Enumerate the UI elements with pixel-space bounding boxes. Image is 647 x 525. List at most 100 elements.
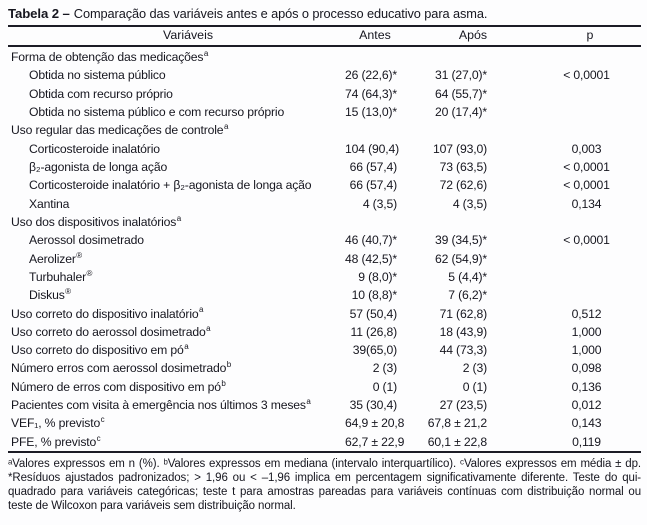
apos-value: 27 (23,5) xyxy=(439,398,488,413)
header-p: p xyxy=(586,28,594,42)
footnote-marker: a xyxy=(184,342,189,352)
apos-value: 60,1 ± 22,8 xyxy=(427,434,487,449)
p-value: 0,012 xyxy=(571,398,602,413)
table-caption-text: Comparação das variáveis antes e após o … xyxy=(73,6,488,21)
row-label: Obtida com recurso próprio xyxy=(29,86,173,101)
apos-value: 7 (6,2)* xyxy=(448,288,487,303)
antes-value: 104 (90,4) xyxy=(345,141,400,156)
antes-value: 64,9 ± 20,8 xyxy=(345,416,405,431)
header-divider xyxy=(8,45,641,47)
row-label: Obtida no sistema público e com recurso … xyxy=(29,105,285,120)
antes-value: 57 (50,4) xyxy=(349,306,398,321)
antes-value: 35 (30,4) xyxy=(349,398,398,413)
antes-value: 0 (1) xyxy=(372,379,397,394)
antes-value: 66 (57,4) xyxy=(349,178,398,193)
footnote-marker: ® xyxy=(76,250,82,260)
p-value: < 0,0001 xyxy=(563,160,610,175)
apos-value: 0 (1) xyxy=(462,379,487,394)
apos-value: 18 (43,9) xyxy=(439,324,488,339)
header-apos: Após xyxy=(458,28,488,42)
p-value: 1,000 xyxy=(571,324,602,339)
row-label: Aerossol dosimetrado xyxy=(29,233,144,248)
antes-value: 62,7 ± 22,9 xyxy=(345,434,405,449)
table-row: Turbuhaler® 9 (8,0)* 5 (4,4)* xyxy=(8,268,641,286)
apos-value: 107 (93,0) xyxy=(432,141,487,156)
row-label: Turbuhaler® xyxy=(29,268,93,284)
apos-value: 31 (27,0)* xyxy=(434,68,487,83)
footnote-marker: ® xyxy=(86,268,93,278)
p-value: 0,143 xyxy=(571,416,602,431)
table-row: β₂-agonista de longa ação 66 (57,4) 73 (… xyxy=(8,158,641,176)
row-label: Uso correto do aerossol dosimetradoa xyxy=(11,323,211,339)
antes-value: 46 (40,7)* xyxy=(345,233,398,248)
header-variaveis: Variáveis xyxy=(162,28,214,42)
table-row: Corticosteroide inalatório 104 (90,4) 10… xyxy=(8,140,641,158)
row-label: PFE, % previstoc xyxy=(11,433,101,449)
table-number: Tabela 2 – xyxy=(8,6,70,21)
table-header-row: Variáveis Antes Após p xyxy=(8,27,641,45)
table-row: Xantina 4 (3,5) 4 (3,5) 0,134 xyxy=(8,195,641,213)
table-row: Pacientes com visita à emergência nos úl… xyxy=(8,396,641,414)
table-row: Aerolizer® 48 (42,5)* 62 (54,9)* xyxy=(8,249,641,267)
p-value: < 0,0001 xyxy=(563,178,610,193)
footnote-marker: c xyxy=(100,415,105,425)
p-value: < 0,0001 xyxy=(563,68,610,83)
antes-value: 15 (13,0)* xyxy=(345,105,398,120)
bottom-divider xyxy=(8,451,641,453)
apos-value: 4 (3,5) xyxy=(452,196,487,211)
table-row: Uso correto do dispositivo inalatórioa 5… xyxy=(8,304,641,322)
table-row: Uso regular das medicações de controlea xyxy=(8,121,641,139)
footnote-marker: b xyxy=(221,378,226,388)
apos-value: 39 (34,5)* xyxy=(434,233,487,248)
table-body: Forma de obtenção das medicaçõesa Obtida… xyxy=(8,48,641,451)
row-label: Diskus® xyxy=(29,287,71,303)
antes-value: 4 (3,5) xyxy=(362,196,397,211)
table-row: Uso dos dispositivos inalatóriosa xyxy=(8,213,641,231)
antes-value: 9 (8,0)* xyxy=(358,269,397,284)
table-row: Número erros com aerossol dosimetradob 2… xyxy=(8,359,641,377)
table-footnote: ᵃValores expressos em n (%). ᵇValores ex… xyxy=(8,458,641,512)
row-label: Forma de obtenção das medicaçõesa xyxy=(11,49,209,65)
antes-value: 74 (64,3)* xyxy=(345,86,398,101)
table-row: Uso correto do dispositivo em póa 39(65,… xyxy=(8,341,641,359)
antes-value: 11 (26,8) xyxy=(350,324,397,339)
table-row: Diskus® 10 (8,8)* 7 (6,2)* xyxy=(8,286,641,304)
p-value: 0,098 xyxy=(571,361,602,376)
footnote-marker: a xyxy=(206,323,211,333)
apos-value: 67,8 ± 21,2 xyxy=(427,416,487,431)
table-row: Forma de obtenção das medicaçõesa xyxy=(8,48,641,66)
table-row: Obtida com recurso próprio 74 (64,3)* 64… xyxy=(8,85,641,103)
table-row: PFE, % previstoc 62,7 ± 22,9 60,1 ± 22,8… xyxy=(8,433,641,451)
table-row: Corticosteroide inalatório + β₂-agonista… xyxy=(8,176,641,194)
antes-value: 2 (3) xyxy=(372,361,397,376)
table-row: Obtida no sistema público 26 (22,6)* 31 … xyxy=(8,66,641,84)
top-divider xyxy=(8,25,641,27)
row-label: Xantina xyxy=(29,196,70,211)
apos-value: 64 (55,7)* xyxy=(434,86,487,101)
apos-value: 44 (73,3) xyxy=(439,343,488,358)
footnote-marker: c xyxy=(96,433,101,443)
table-caption: Tabela 2 – Comparação das variáveis antes… xyxy=(8,6,487,21)
row-label: β₂-agonista de longa ação xyxy=(29,160,168,175)
antes-value: 10 (8,8)* xyxy=(351,288,398,303)
row-label: Uso correto do dispositivo inalatórioa xyxy=(11,305,204,321)
row-label: Número de erros com dispositivo em pób xyxy=(11,378,226,394)
apos-value: 20 (17,4)* xyxy=(434,105,487,120)
apos-value: 62 (54,9)* xyxy=(434,251,487,266)
antes-value: 39(65,0) xyxy=(352,343,397,358)
table-row: Uso correto do aerossol dosimetradoa 11 … xyxy=(8,323,641,341)
table-row: Aerossol dosimetrado 46 (40,7)* 39 (34,5… xyxy=(8,231,641,249)
row-label: Número erros com aerossol dosimetradob xyxy=(11,360,232,376)
apos-value: 71 (62,8) xyxy=(439,306,488,321)
row-label: Corticosteroide inalatório + β₂-agonista… xyxy=(29,178,312,193)
antes-value: 48 (42,5)* xyxy=(345,251,398,266)
p-value: 1,000 xyxy=(571,343,602,358)
row-label: VEF₁, % previstoc xyxy=(11,415,105,431)
table-row: VEF₁, % previstoc 64,9 ± 20,8 67,8 ± 21,… xyxy=(8,414,641,432)
row-label: Corticosteroide inalatório xyxy=(29,141,160,156)
footnote-marker: a xyxy=(176,213,182,223)
p-value: 0,136 xyxy=(571,379,602,394)
row-label: Uso regular das medicações de controlea xyxy=(11,122,229,138)
header-antes: Antes xyxy=(359,28,391,42)
